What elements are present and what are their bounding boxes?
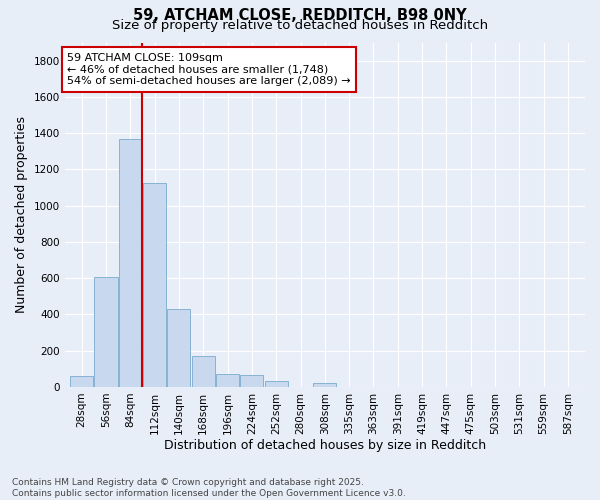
Bar	[265, 380, 288, 387]
Bar	[70, 376, 93, 387]
Bar	[119, 140, 142, 387]
X-axis label: Distribution of detached houses by size in Redditch: Distribution of detached houses by size …	[164, 440, 486, 452]
Bar	[94, 278, 118, 387]
Y-axis label: Number of detached properties: Number of detached properties	[15, 116, 28, 313]
Bar	[167, 309, 190, 387]
Text: Size of property relative to detached houses in Redditch: Size of property relative to detached ho…	[112, 18, 488, 32]
Text: 59 ATCHAM CLOSE: 109sqm
← 46% of detached houses are smaller (1,748)
54% of semi: 59 ATCHAM CLOSE: 109sqm ← 46% of detache…	[67, 53, 351, 86]
Bar	[143, 183, 166, 387]
Text: Contains HM Land Registry data © Crown copyright and database right 2025.
Contai: Contains HM Land Registry data © Crown c…	[12, 478, 406, 498]
Bar	[313, 384, 337, 387]
Bar	[216, 374, 239, 387]
Bar	[192, 356, 215, 387]
Text: 59, ATCHAM CLOSE, REDDITCH, B98 0NY: 59, ATCHAM CLOSE, REDDITCH, B98 0NY	[133, 8, 467, 22]
Bar	[241, 375, 263, 387]
